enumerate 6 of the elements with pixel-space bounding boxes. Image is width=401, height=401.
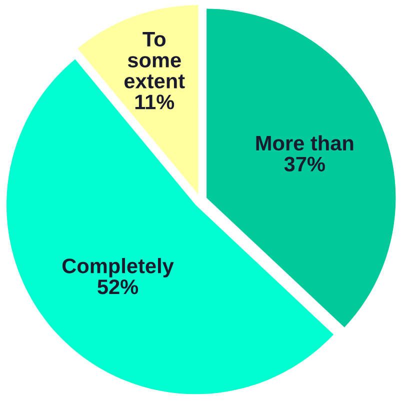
slice-label: More than: [256, 135, 354, 151]
data-label: 11%: [135, 94, 174, 110]
data-label: 37%: [284, 156, 325, 172]
slice-label: Completely: [62, 258, 174, 278]
data-label: 52%: [98, 279, 138, 294]
slice-label: To some extent: [124, 32, 185, 88]
